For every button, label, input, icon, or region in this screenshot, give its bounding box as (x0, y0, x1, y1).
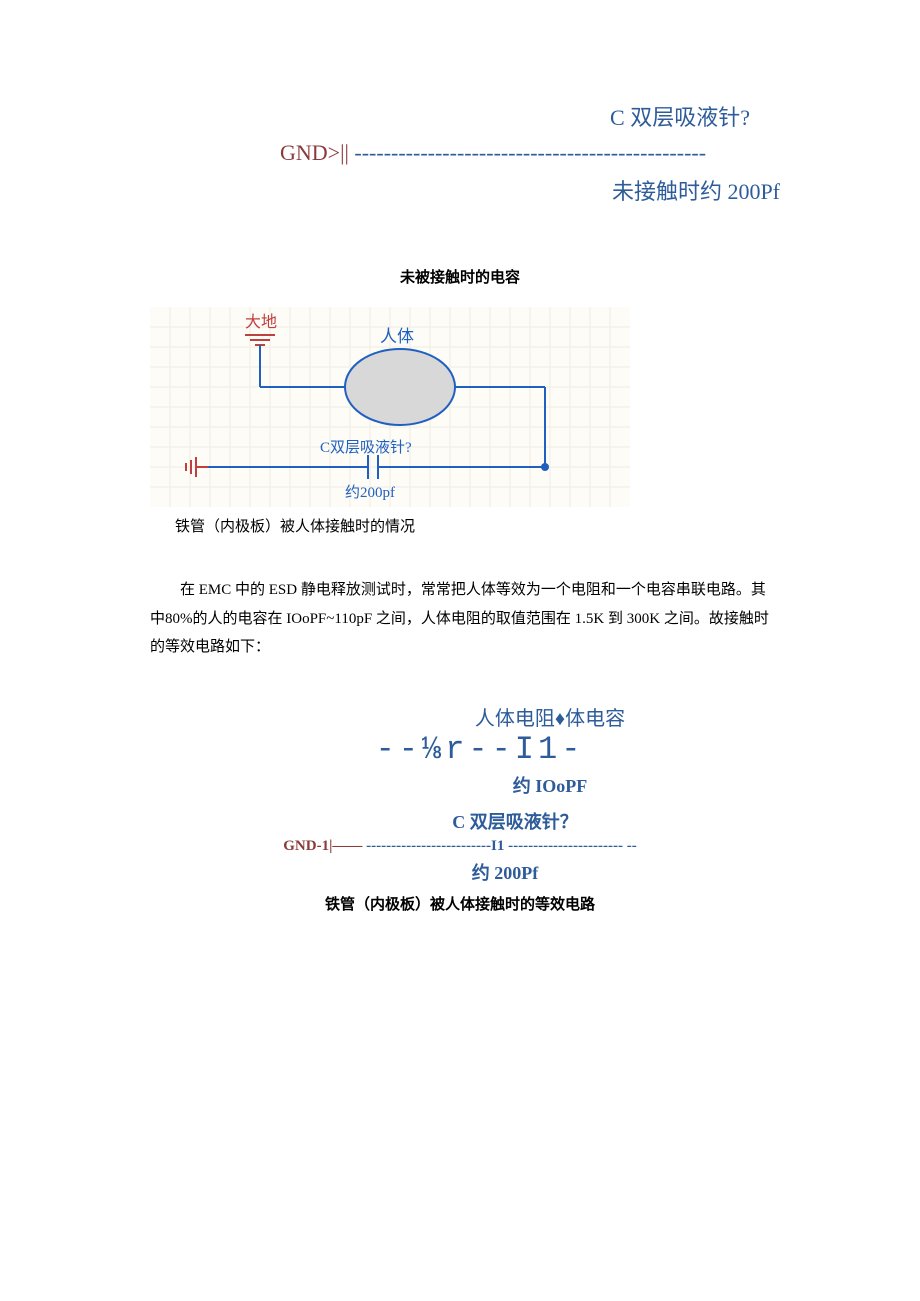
ascii2-line6-text: 约 200Pf (472, 863, 539, 883)
ascii1-line1: C 双层吸液针? (120, 100, 800, 132)
ascii2-line4-text: C 双层吸液针？ (452, 812, 578, 832)
ascii-diagram-top: C 双层吸液针? GND>|| ------------------------… (120, 100, 800, 206)
ascii1-line3: 未接触时约 200Pf (120, 174, 800, 206)
caption-untouched-capacitance: 未被接触时的电容 (120, 266, 800, 287)
ascii2-mid: -------------------------I1 ------------… (362, 838, 636, 854)
ascii2-line2: --⅛r--I1- (120, 731, 800, 768)
ascii2-line2-text: --⅛r--I1- (376, 731, 585, 768)
sub-caption-touched: 铁管（内极板）被人体接触时的情况 (175, 515, 800, 536)
ascii2-line3: 约 IOoPF (120, 772, 800, 798)
body-label: 人体 (380, 327, 414, 346)
ascii2-line4: C 双层吸液针？ (120, 808, 800, 834)
ascii2-gnd-prefix: GND-1|—— (283, 838, 362, 854)
circuit-diagram: 大地 人体 C双层吸液针? 约200pf (150, 307, 630, 507)
ascii2-line1-text: 人体电阻♦体电容 (475, 708, 625, 730)
ascii2-line6: 约 200Pf (120, 859, 800, 885)
ascii1-gnd-prefix: GND>|| (280, 140, 349, 165)
body-ellipse (345, 349, 455, 425)
esd-paragraph: 在 EMC 中的 ESD 静电释放测试时，常常把人体等效为一个电阻和一个电容串联… (150, 576, 770, 662)
cap-label: C双层吸液针? (320, 439, 412, 456)
ascii1-line2: GND>|| ---------------------------------… (120, 140, 800, 166)
ascii2-line1: 人体电阻♦体电容 (120, 702, 800, 731)
caption-equiv-circuit: 铁管（内极板）被人体接触时的等效电路 (120, 893, 800, 914)
cap-value: 约200pf (345, 484, 395, 501)
earth-label: 大地 (245, 313, 277, 331)
ascii2-line3-text: 约 IOoPF (513, 776, 588, 796)
ascii-diagram-bottom: 人体电阻♦体电容 --⅛r--I1- 约 IOoPF C 双层吸液针？ GND-… (120, 702, 800, 914)
ascii1-line1-text: C 双层吸液针? (610, 105, 750, 130)
ascii2-line5: GND-1|—— -------------------------I1 ---… (120, 838, 800, 855)
ascii1-line3-text: 未接触时约 200Pf (612, 179, 780, 204)
ascii1-dashes: ----------------------------------------… (349, 140, 706, 165)
